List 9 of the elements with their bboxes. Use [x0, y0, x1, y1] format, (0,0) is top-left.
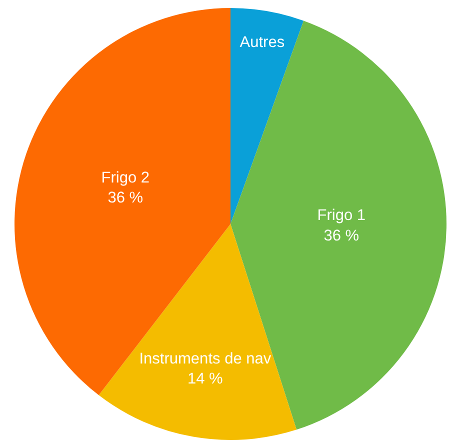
- pie-slice: [230, 8, 304, 224]
- pie-slice: [98, 224, 297, 440]
- slice-label: Autres: [240, 34, 285, 51]
- slice-label: Frigo 2: [101, 170, 150, 187]
- slice-label: Instruments de nav: [139, 350, 272, 368]
- data-label: 36 %: [324, 227, 360, 244]
- slice-label: Frigo 1: [317, 207, 366, 224]
- data-label: 14 %: [187, 370, 224, 388]
- data-label: 36 %: [108, 190, 144, 207]
